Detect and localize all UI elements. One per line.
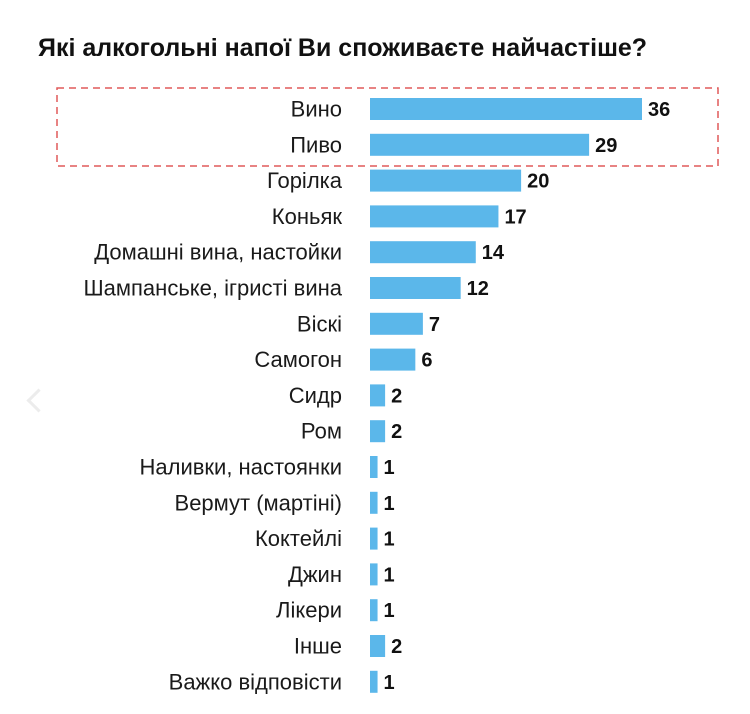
bar xyxy=(370,205,499,228)
bar xyxy=(370,348,416,371)
value-label: 1 xyxy=(384,493,395,515)
value-label: 2 xyxy=(391,385,402,407)
value-label: 7 xyxy=(429,314,440,336)
value-label: 6 xyxy=(421,350,432,372)
value-label: 29 xyxy=(595,135,617,157)
bar xyxy=(370,563,378,586)
bar xyxy=(370,277,461,299)
category-label: Шампанське, ігристі вина xyxy=(84,276,343,301)
value-label: 1 xyxy=(384,672,395,694)
bar xyxy=(370,133,590,156)
category-label: Інше xyxy=(294,634,342,659)
bar xyxy=(370,635,386,657)
value-label: 2 xyxy=(391,421,402,443)
bar xyxy=(370,420,386,443)
value-label: 14 xyxy=(482,242,505,264)
category-label: Самогон xyxy=(254,347,342,372)
bar xyxy=(370,456,378,478)
category-label: Пиво xyxy=(290,132,342,157)
category-label: Вино xyxy=(291,97,342,122)
value-label: 36 xyxy=(648,99,670,121)
bar xyxy=(370,670,378,693)
value-label: 1 xyxy=(384,457,395,479)
category-label: Сидр xyxy=(289,383,342,408)
category-label: Домашні вина, настойки xyxy=(94,240,342,265)
value-label: 2 xyxy=(391,636,402,658)
bar xyxy=(370,169,522,192)
category-label: Горілка xyxy=(267,168,343,193)
bar xyxy=(370,241,476,264)
highlight-box xyxy=(56,87,719,167)
category-label: Лікери xyxy=(276,598,342,623)
category-label: Коктейлі xyxy=(255,526,342,551)
category-label: Джин xyxy=(288,562,342,587)
category-label: Вермут (мартіні) xyxy=(175,490,342,515)
value-label: 17 xyxy=(504,206,526,228)
category-label: Важко відповісти xyxy=(169,669,342,694)
value-label: 1 xyxy=(384,600,395,622)
value-label: 20 xyxy=(527,171,549,193)
category-label: Наливки, настоянки xyxy=(139,455,342,480)
value-label: 1 xyxy=(384,564,395,586)
bar xyxy=(370,527,378,550)
bar xyxy=(370,599,378,622)
bar xyxy=(370,384,386,407)
category-label: Коньяк xyxy=(272,204,343,229)
bar xyxy=(370,312,423,335)
bar xyxy=(370,98,642,120)
chart-title: Які алкогольні напої Ви споживаєте найча… xyxy=(38,34,648,62)
value-label: 12 xyxy=(467,278,489,300)
category-label: Віскі xyxy=(297,311,342,336)
value-label: 1 xyxy=(384,529,395,551)
bar xyxy=(370,491,378,514)
category-label: Ром xyxy=(301,419,342,444)
